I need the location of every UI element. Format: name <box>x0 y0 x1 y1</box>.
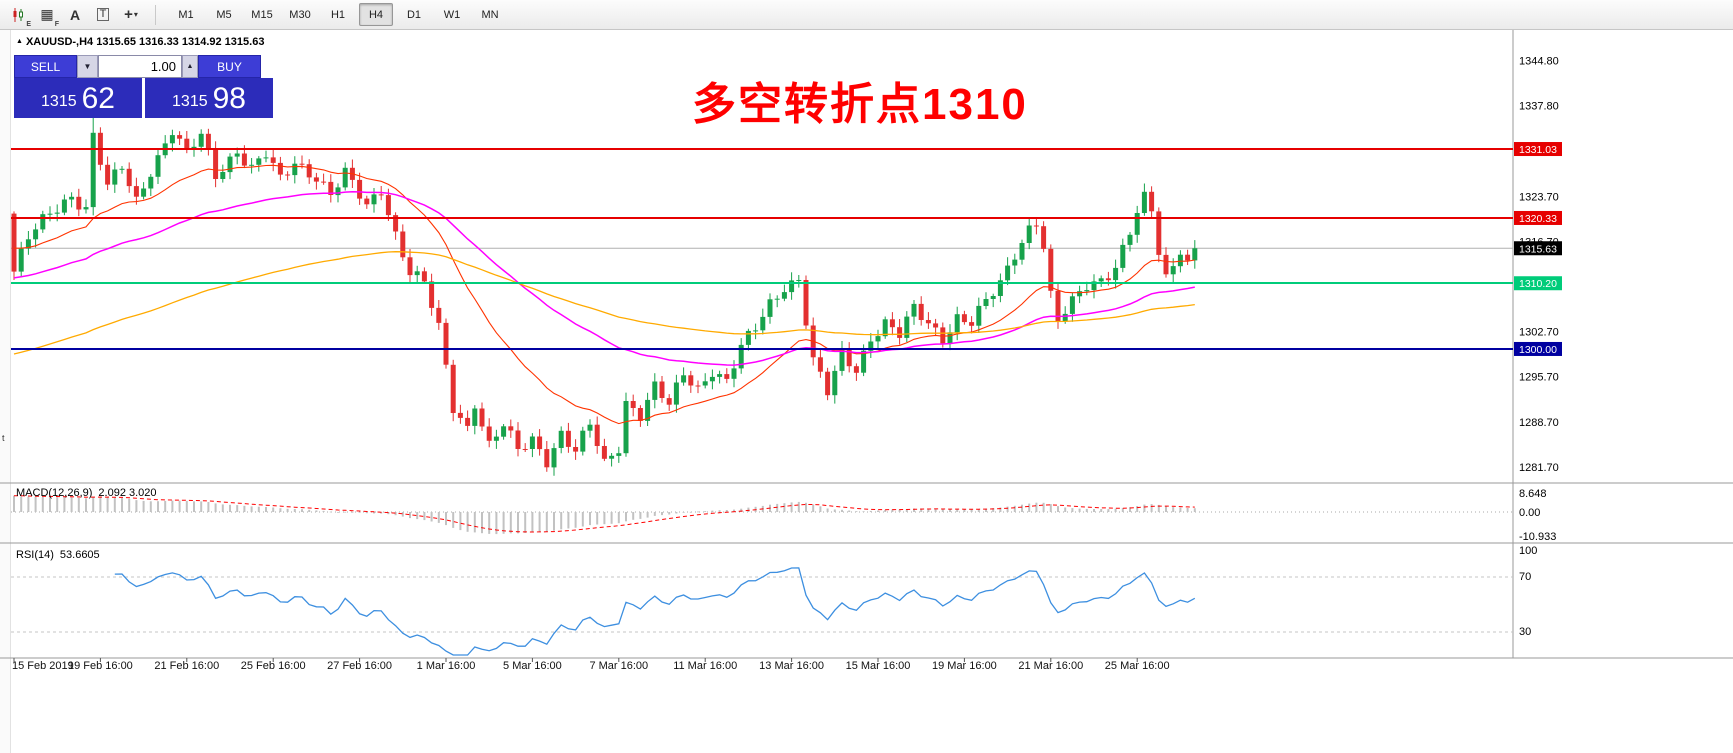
price-axis-tick: 1323.70 <box>1519 191 1559 203</box>
price-axis-tick: 1281.70 <box>1519 462 1559 474</box>
time-axis-label: 21 Feb 16:00 <box>154 660 219 672</box>
current-price-tag <box>1514 241 1562 256</box>
timeframe-h4-button[interactable]: H4 <box>359 3 393 26</box>
time-axis-label: 13 Mar 16:00 <box>759 660 824 672</box>
volume-up-button[interactable]: ▲ <box>182 55 198 78</box>
cross-glyph: + <box>124 6 133 23</box>
grid-glyph: ▦ <box>40 6 54 22</box>
timeframe-m15-button[interactable]: M15 <box>251 8 273 21</box>
timeframe-mn-button[interactable]: MN <box>481 8 499 21</box>
icon-sub-label: F <box>54 20 59 28</box>
left-strip-text: t <box>2 433 5 443</box>
time-axis-label: 19 Mar 16:00 <box>932 660 997 672</box>
hline-price-tag-text: 1310.20 <box>1519 278 1557 290</box>
timeframe-m5-button[interactable]: M5 <box>216 8 232 21</box>
macd-values: 2.092 3.020 <box>98 487 157 499</box>
rsi-axis-tick: 30 <box>1519 626 1531 638</box>
current-price-tag-text: 1315.63 <box>1519 243 1557 255</box>
letter-a-glyph: A <box>69 6 81 23</box>
rsi-indicator-label: RSI(14) 53.6605 <box>16 549 100 561</box>
ma-fast-line[interactable] <box>14 164 1195 425</box>
timeframe-m1-button[interactable]: M1 <box>178 8 194 21</box>
time-axis-label: 25 Feb 16:00 <box>241 660 306 672</box>
chevron-down-icon: ▼ <box>83 62 92 71</box>
chevron-up-icon: ▲ <box>186 63 194 70</box>
volume-input[interactable] <box>98 55 182 78</box>
hline-price-tag-text: 1331.03 <box>1519 144 1557 156</box>
ma-mid-line[interactable] <box>13 190 1195 366</box>
icon-sub-label: E <box>26 20 31 28</box>
macd-signal-line[interactable] <box>13 495 1195 533</box>
hline-price-tag-text: 1300.00 <box>1519 344 1557 356</box>
sell-price-box[interactable]: 1315 62 <box>14 78 142 118</box>
symbol-ohlc-text: XAUUSD-,H4 1315.65 1316.33 1314.92 1315.… <box>25 36 265 48</box>
trade-prices-row: 1315 62 1315 98 <box>14 78 273 118</box>
time-axis-label: 15 Mar 16:00 <box>846 660 911 672</box>
toolbar: E ▦ F A T + ▾ M1 M5 M15 M30 H1 H4 D1 W1 MN <box>0 0 1733 30</box>
time-axis-label: 11 Mar 16:00 <box>673 660 737 672</box>
buy-price-box[interactable]: 1315 98 <box>145 78 273 118</box>
candles[interactable] <box>11 110 1198 476</box>
sell-price-main: 1315 <box>41 93 77 110</box>
time-axis-label: 15 Feb 2019 <box>12 660 74 672</box>
time-axis-label: 19 Feb 16:00 <box>68 660 133 672</box>
price-axis-tick: 1337.80 <box>1519 100 1559 112</box>
macd-histogram <box>13 495 1196 535</box>
buy-button[interactable]: BUY <box>198 55 261 78</box>
letter-t-glyph: T <box>96 8 110 21</box>
price-axis-tick: 1288.70 <box>1519 417 1559 429</box>
price-axis-tick: 1302.70 <box>1519 327 1559 339</box>
drawing-tools-icon[interactable]: + ▾ <box>118 3 144 27</box>
macd-axis-tick: 8.648 <box>1519 488 1547 500</box>
sell-price-pips: 62 <box>81 82 115 115</box>
insert-text-icon[interactable]: A <box>62 3 88 27</box>
rsi-line[interactable] <box>114 567 1196 656</box>
hline-price-tag <box>1514 341 1562 356</box>
toolbar-separator <box>155 4 156 25</box>
chevron-down-icon: ▾ <box>133 10 138 19</box>
time-axis-label: 5 Mar 16:00 <box>503 660 562 672</box>
candlestick-glyph <box>13 7 23 22</box>
time-axis-label: 7 Mar 16:00 <box>589 660 648 672</box>
macd-name: MACD(12,26,9) <box>16 487 93 499</box>
time-axis-label: 1 Mar 16:00 <box>417 660 476 672</box>
ma-slow-line[interactable] <box>13 251 1195 355</box>
hline-price-tag <box>1514 210 1562 225</box>
trade-controls-row: SELL ▼ ▲ BUY <box>14 55 273 78</box>
symbol-ohlc-header: ▲ XAUUSD-,H4 1315.65 1316.33 1314.92 1315… <box>16 36 264 48</box>
macd-indicator-label: MACD(12,26,9) 2.092 3.020 <box>16 487 157 499</box>
price-axis-tick: 1344.80 <box>1519 55 1559 67</box>
text-label-icon[interactable]: T <box>90 3 116 27</box>
rsi-name: RSI(14) <box>16 549 54 561</box>
rsi-value: 53.6605 <box>59 549 100 561</box>
timeframe-m30-button[interactable]: M30 <box>289 8 311 21</box>
hline-price-tag-text: 1320.33 <box>1519 213 1557 225</box>
left-edge-strip: t <box>0 30 11 753</box>
timeframe-bar: M1 M5 M15 M30 H1 H4 D1 W1 MN <box>167 3 509 26</box>
rsi-axis-tick: 70 <box>1519 571 1531 583</box>
sell-button[interactable]: SELL <box>14 55 77 78</box>
buy-price-pips: 98 <box>212 82 246 115</box>
timeframe-w1-button[interactable]: W1 <box>443 8 461 21</box>
timeframe-d1-button[interactable]: D1 <box>406 8 422 21</box>
chart-area[interactable]: 1331.03 1320.33 1310.20 1300.00 1344.80 1337.… <box>0 30 1733 753</box>
hline-price-tag <box>1514 276 1562 291</box>
one-click-trading-panel: SELL ▼ ▲ BUY 1315 62 1315 98 <box>14 55 273 118</box>
buy-price-main: 1315 <box>172 93 208 110</box>
chart-grid-icon[interactable]: ▦ F <box>34 3 60 28</box>
macd-axis-tick: 0.00 <box>1519 507 1540 519</box>
candlestick-chart-icon[interactable]: E <box>6 3 32 28</box>
macd-axis-tick: -10.933 <box>1519 531 1556 543</box>
chart-text-annotation: 多空转折点1310 <box>692 80 1028 129</box>
timeframe-h1-button[interactable]: H1 <box>330 8 346 21</box>
time-axis-label: 27 Feb 16:00 <box>327 660 392 672</box>
time-axis-label: 21 Mar 16:00 <box>1018 660 1083 672</box>
rsi-axis-tick: 100 <box>1519 545 1537 557</box>
hline-price-tag <box>1514 142 1562 157</box>
price-axis-tick: 1295.70 <box>1519 372 1559 384</box>
time-axis-label: 25 Mar 16:00 <box>1105 660 1170 672</box>
volume-dropdown-button[interactable]: ▼ <box>77 55 98 78</box>
symbol-marker-icon: ▲ <box>16 38 23 45</box>
